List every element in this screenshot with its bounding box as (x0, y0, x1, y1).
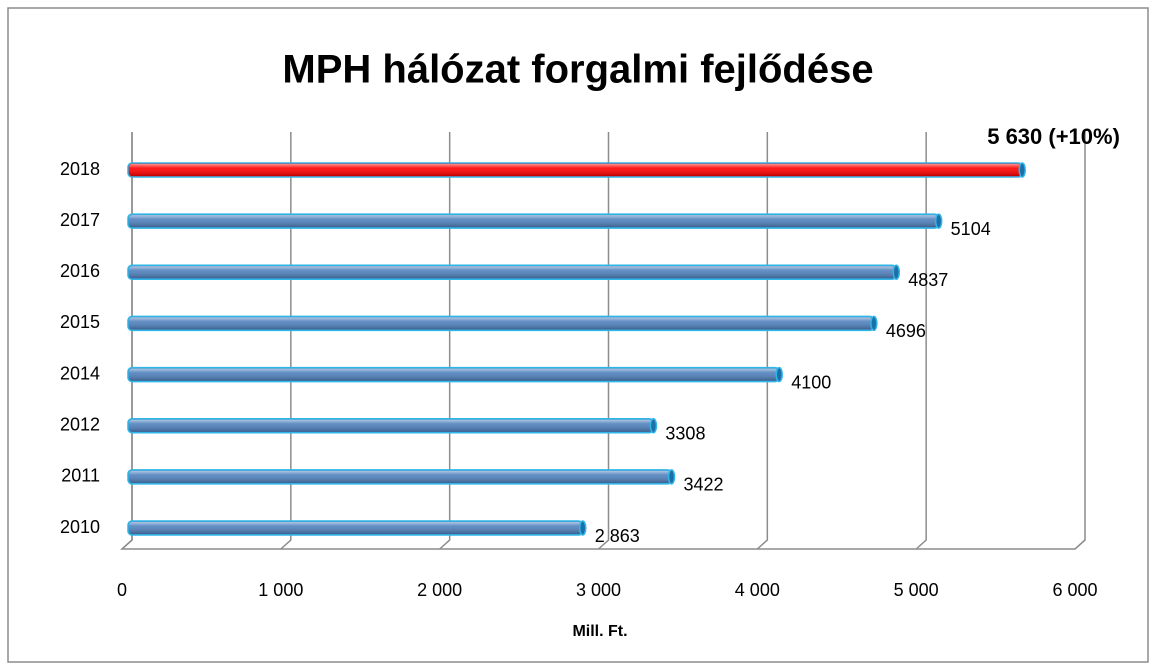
bar-shine (129, 317, 873, 330)
bar-shine (129, 266, 896, 279)
value-label: 5104 (951, 219, 991, 239)
y-tick-label: 2015 (60, 312, 100, 332)
bar-shine (129, 368, 779, 381)
x-tick-label: 1 000 (258, 580, 303, 600)
grid-line (915, 132, 927, 550)
value-label: 4100 (791, 372, 831, 392)
y-tick-label: 2012 (60, 414, 100, 434)
y-tick-label: 2011 (61, 466, 100, 486)
bar-shine (129, 215, 938, 228)
x-tick-label: 2 000 (417, 580, 462, 600)
x-axis-label: Mill. Ft. (572, 623, 627, 640)
x-tick-label: 4 000 (735, 580, 780, 600)
bar-cap (578, 520, 587, 536)
bar-cap (870, 315, 878, 332)
bar-cap (667, 469, 676, 485)
value-label: 3308 (665, 423, 705, 443)
x-tick-label: 0 (117, 580, 127, 600)
bar-shine (129, 164, 1022, 176)
grid-line (1074, 132, 1086, 550)
x-tick-label: 3 000 (576, 580, 621, 600)
bar-cap (1018, 162, 1026, 178)
chart-border (7, 7, 1149, 663)
x-tick-label: 6 000 (1052, 580, 1097, 600)
bar-shine (129, 522, 582, 534)
value-label: 3422 (684, 475, 724, 495)
y-tick-label: 2016 (60, 261, 100, 281)
chart-title: MPH hálózat forgalmi fejlődése (282, 48, 873, 92)
value-label: 5 630 (+10%) (987, 124, 1120, 149)
x-tick-label: 5 000 (894, 580, 939, 600)
bar-shine (129, 419, 653, 432)
value-label: 4696 (886, 321, 926, 341)
bar-cap (775, 366, 783, 383)
bar-cap (892, 264, 901, 281)
y-tick-label: 2018 (60, 159, 100, 179)
value-label: 4837 (908, 270, 948, 290)
y-tick-label: 2010 (60, 517, 100, 537)
bar-cap (649, 417, 658, 434)
y-tick-label: 2014 (60, 363, 100, 383)
value-label: 2 863 (595, 526, 640, 546)
bar-shine (129, 470, 671, 483)
y-tick-label: 2017 (60, 210, 100, 230)
bar-cap (934, 213, 943, 229)
